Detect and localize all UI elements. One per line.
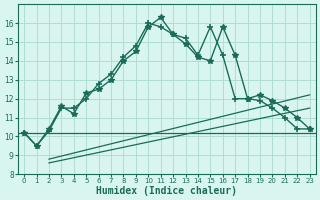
X-axis label: Humidex (Indice chaleur): Humidex (Indice chaleur) [96,186,237,196]
